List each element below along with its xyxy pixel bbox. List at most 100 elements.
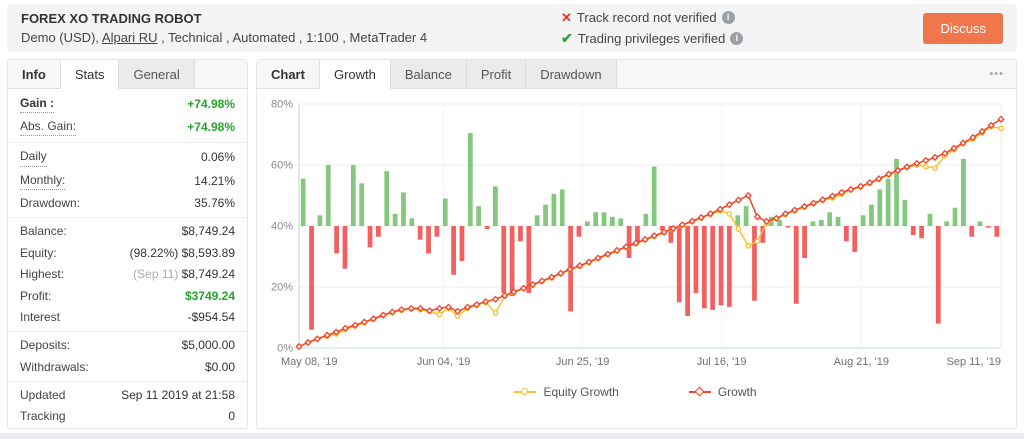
- marker-diamond: [697, 213, 705, 222]
- daily-bar-up: [885, 178, 891, 226]
- marker-diamond: [847, 185, 855, 194]
- ellipsis-icon: •••: [989, 68, 1004, 80]
- marker-diamond: [491, 295, 500, 303]
- divider: [8, 216, 247, 218]
- daily-bar-down: [994, 226, 1000, 237]
- marker-circle: [923, 163, 929, 170]
- stat-row: Updated Sep 11 2019 at 21:58: [20, 385, 235, 406]
- marker-diamond: [800, 202, 809, 211]
- check-icon: ✔: [561, 29, 573, 46]
- legend-label: Equity Growth: [543, 385, 619, 399]
- daily-bar-down: [986, 226, 991, 228]
- tab-growth[interactable]: Growth: [318, 60, 391, 89]
- legend-item-equity-growth[interactable]: Equity Growth: [514, 385, 619, 399]
- daily-bar-up: [551, 193, 557, 226]
- marker-diamond: [913, 159, 921, 168]
- daily-bar-down: [676, 226, 682, 303]
- daily-bar-down: [501, 226, 507, 294]
- tab-chart[interactable]: Chart: [271, 66, 305, 82]
- daily-bar-up: [543, 204, 548, 226]
- info-icon[interactable]: i: [721, 11, 735, 24]
- marker-circle: [745, 242, 752, 249]
- tab-stats[interactable]: Stats: [59, 60, 120, 89]
- marker-diamond: [790, 206, 799, 214]
- legend-marker: [688, 386, 711, 397]
- marker-diamond: [641, 235, 649, 244]
- tab-info[interactable]: Info: [22, 66, 46, 82]
- discuss-button[interactable]: Discuss: [923, 12, 1003, 44]
- marker-diamond: [463, 303, 472, 311]
- x-tick-label: Jul 16, '19: [697, 356, 747, 368]
- stat-row: Drawdown: 35.76%: [20, 193, 235, 214]
- trading-privileges-text: Trading privileges verified: [577, 30, 726, 46]
- info-icon[interactable]: i: [730, 31, 744, 45]
- stat-value: $0.00: [204, 359, 235, 374]
- marker-diamond: [716, 205, 724, 213]
- stat-row: Balance: $8,749.24: [20, 221, 235, 242]
- legend-marker: [514, 388, 537, 395]
- stat-row: Highest: (Sep 11) $8,749.24: [20, 264, 235, 285]
- panel-menu-button[interactable]: •••: [977, 60, 1016, 88]
- marker-diamond: [978, 127, 986, 136]
- x-tick-label: May 08, '19: [281, 356, 338, 368]
- stat-label[interactable]: Abs. Gain:: [20, 118, 77, 137]
- daily-bar-up: [827, 212, 833, 226]
- tab-profit[interactable]: Profit: [465, 60, 527, 88]
- daily-bar-up: [409, 218, 415, 227]
- tab-drawdown[interactable]: Drawdown: [525, 60, 617, 88]
- stat-value: Sep 11 2019 at 21:58: [121, 388, 235, 403]
- daily-bar-down: [701, 226, 707, 309]
- daily-bar-down: [668, 226, 674, 243]
- daily-bar-down: [635, 226, 640, 243]
- marker-diamond: [416, 304, 425, 312]
- tab-general[interactable]: General: [118, 60, 195, 88]
- legend-marker-shape: [521, 388, 529, 395]
- daily-bar-up: [593, 212, 599, 226]
- verification-badges: ✕ Track record not verified i ✔ Trading …: [561, 10, 744, 47]
- daily-bar-down: [793, 226, 799, 304]
- marker-diamond: [613, 246, 621, 255]
- daily-bar-down: [459, 226, 465, 262]
- marker-diamond: [959, 139, 967, 147]
- stat-value: 35.76%: [194, 196, 235, 211]
- stat-label: Deposits:: [20, 338, 71, 353]
- daily-bar-up: [317, 215, 323, 226]
- marker-diamond: [922, 156, 930, 165]
- marker-diamond: [585, 258, 593, 266]
- marker-diamond: [622, 243, 630, 251]
- marker-circle: [932, 165, 938, 171]
- daily-bar-down: [367, 226, 373, 248]
- marker-diamond: [304, 338, 312, 347]
- marker-diamond: [538, 277, 546, 285]
- stat-label[interactable]: Monthly:: [20, 172, 66, 190]
- stat-value: (Sep 11) $8,749.24: [133, 267, 235, 282]
- stat-label: Profit:: [20, 288, 52, 303]
- daily-bar-down: [910, 226, 916, 236]
- chart-panel: Chart Growth Balance Profit Drawdown ••• 0% 20…: [256, 59, 1017, 429]
- x-tick-label: Jun 25, '19: [556, 356, 609, 368]
- stat-label[interactable]: Gain :: [20, 95, 55, 113]
- stats-list: Gain : +74.98% Abs. Gain: +74.98% Daily 0.06%…: [8, 89, 247, 427]
- broker-link[interactable]: Alpari RU: [101, 30, 158, 45]
- marker-diamond: [772, 214, 780, 222]
- series-line-growth: [298, 118, 1002, 348]
- stat-row: Monthly: 14.21%: [20, 169, 235, 192]
- daily-bar-up: [359, 183, 365, 226]
- tab-balance[interactable]: Balance: [389, 60, 467, 88]
- y-tick-label: 0%: [277, 343, 293, 355]
- daily-bar-up: [618, 218, 624, 227]
- account-summary: FOREX XO TRADING ROBOT Demo (USD), Alpar…: [21, 11, 561, 45]
- stat-label[interactable]: Daily: [20, 148, 47, 167]
- marker-diamond: [501, 291, 509, 300]
- chart-legend: Equity Growth Growth: [263, 375, 1008, 409]
- legend-item-growth[interactable]: Growth: [688, 385, 757, 399]
- marker-diamond: [341, 324, 349, 332]
- daily-bar-up: [977, 221, 983, 226]
- daily-bar-down: [685, 226, 690, 316]
- daily-bar-down: [718, 226, 724, 306]
- marker-diamond: [323, 331, 331, 339]
- daily-bar-up: [610, 216, 615, 226]
- daily-bar-down: [484, 226, 490, 230]
- daily-bar-up: [810, 221, 816, 226]
- marker-circle: [998, 125, 1004, 132]
